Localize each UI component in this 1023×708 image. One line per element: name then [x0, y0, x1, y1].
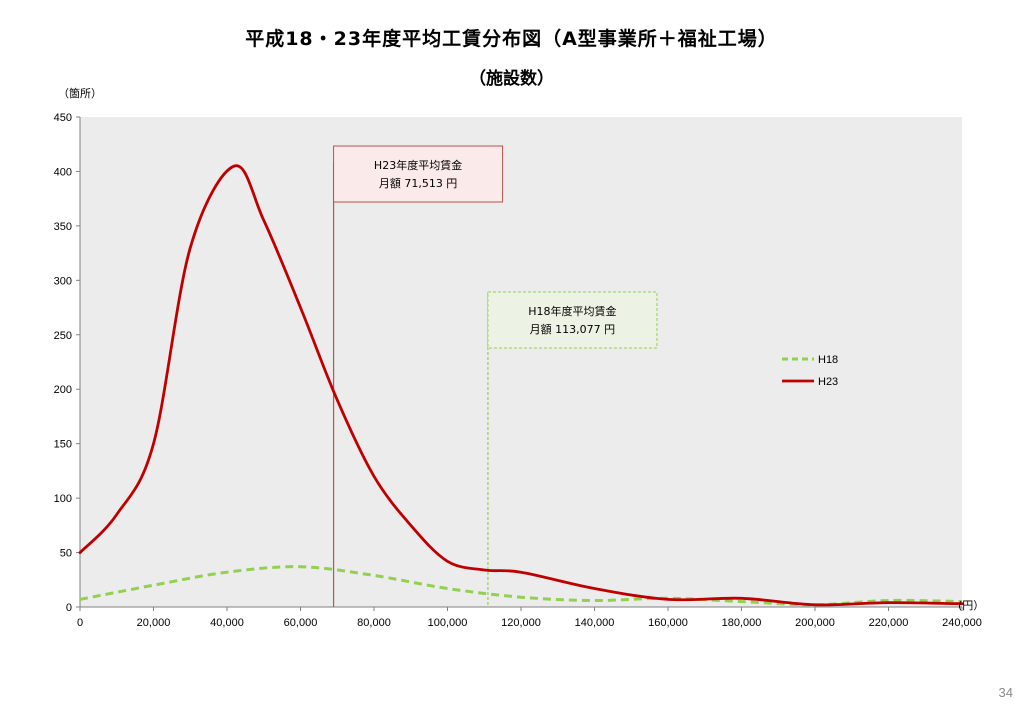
y-axis-unit-label: （箇所）: [58, 86, 102, 100]
y-tick-label: 0: [66, 602, 72, 614]
x-tick-label: 0: [77, 617, 83, 629]
y-tick-label: 450: [54, 112, 72, 124]
x-tick-label: 100,000: [428, 617, 468, 629]
x-tick-label: 80,000: [357, 617, 391, 629]
x-tick-label: 220,000: [869, 617, 909, 629]
y-tick-label: 350: [54, 221, 72, 233]
tick-labels: 0 50 100 150 200 250 300 350 400 450 0 20,000 40,000…: [54, 112, 982, 629]
h23-annotation-title: H23年度平均賃金: [374, 158, 462, 172]
y-tick-label: 200: [54, 384, 72, 396]
h18-annotation-box: [487, 291, 658, 349]
h18-annotation-value: 月額 113,077 円: [530, 323, 615, 336]
chart-subtitle: （施設数）: [469, 69, 554, 89]
plot-area: [80, 117, 962, 607]
x-tick-label: 140,000: [575, 617, 615, 629]
y-tick-label: 150: [54, 439, 72, 451]
page-number: 34: [998, 685, 1013, 700]
y-tick-label: 50: [60, 548, 72, 560]
x-tick-label: 180,000: [722, 617, 762, 629]
y-tick-label: 400: [54, 166, 72, 178]
legend-label-h18: H18: [818, 354, 838, 366]
axes: [76, 116, 963, 611]
x-tick-label: 160,000: [648, 617, 688, 629]
h18-annotation-title: H18年度平均賃金: [528, 304, 616, 318]
x-tick-label: 20,000: [137, 617, 171, 629]
x-axis-unit-label: (円）: [958, 599, 984, 612]
series-lines: [78, 164, 964, 607]
y-tick-label: 250: [54, 330, 72, 342]
legend: H18 H23: [782, 354, 838, 388]
x-tick-label: 40,000: [210, 617, 244, 629]
x-tick-label: 200,000: [795, 617, 835, 629]
h23-annotation-box: [333, 145, 504, 203]
series-line-h23: [78, 164, 964, 607]
series-line-h18: [79, 565, 963, 607]
chart-title: 平成18・23年度平均工賃分布図（A型事業所＋福祉工場）: [245, 28, 778, 50]
y-tick-label: 100: [54, 493, 72, 505]
legend-label-h23: H23: [818, 376, 838, 388]
x-tick-label: 60,000: [284, 617, 318, 629]
x-tick-label: 240,000: [942, 617, 982, 629]
h23-annotation-value: 月額 71,513 円: [379, 177, 457, 190]
y-tick-label: 300: [54, 275, 72, 287]
x-tick-label: 120,000: [501, 617, 541, 629]
